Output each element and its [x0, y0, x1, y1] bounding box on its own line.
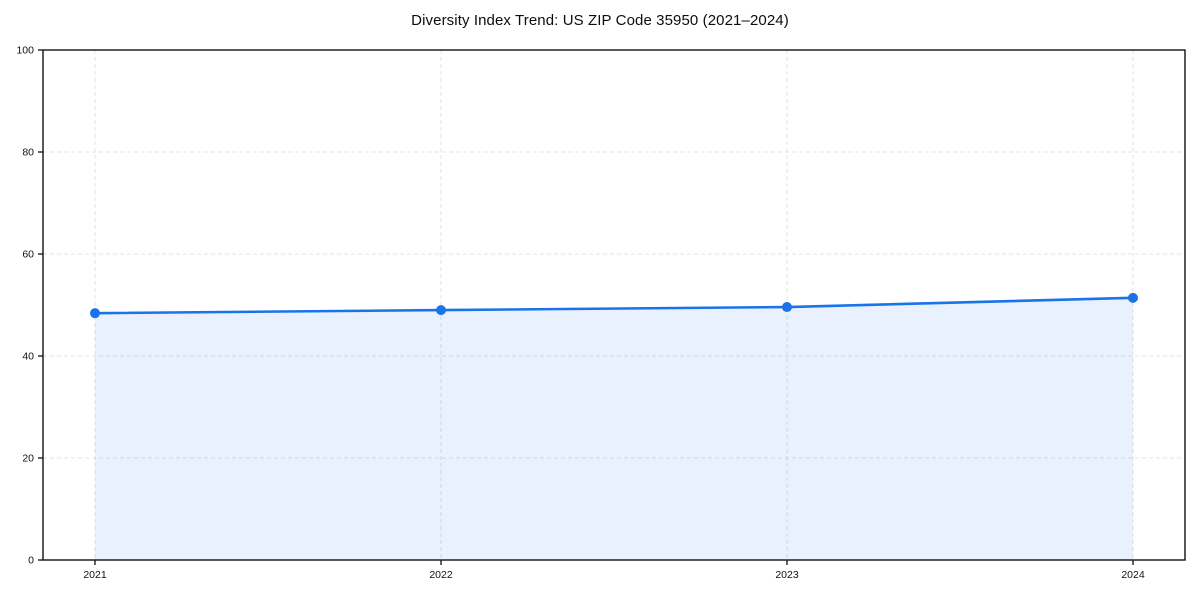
data-point-marker [782, 302, 792, 313]
x-axis-tick-label: 2022 [429, 569, 453, 581]
data-point-marker [436, 305, 446, 316]
x-axis-tick-label: 2023 [775, 569, 799, 581]
y-axis-tick-label: 0 [28, 555, 34, 567]
y-axis-tick-label: 60 [22, 249, 34, 261]
x-axis-tick-label: 2021 [83, 569, 107, 581]
trend-line [93, 296, 1135, 315]
y-axis-tick-label: 80 [22, 147, 34, 159]
y-axis-tick-label: 20 [22, 453, 34, 465]
y-axis-tick-label: 40 [22, 351, 34, 363]
data-point-marker [90, 308, 100, 319]
x-axis-tick-label: 2024 [1121, 569, 1145, 581]
y-axis-tick-label: 100 [16, 45, 34, 57]
area-fill [95, 297, 1133, 560]
data-point-marker [1128, 292, 1138, 303]
plot-border [42, 49, 1186, 561]
chart-title: Diversity Index Trend: US ZIP Code 35950… [411, 12, 789, 29]
